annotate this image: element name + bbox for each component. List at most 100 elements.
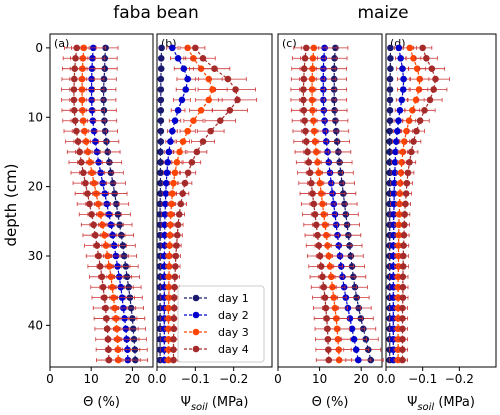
data-point <box>169 127 176 135</box>
series-day-4 <box>290 44 342 364</box>
data-point <box>92 231 99 239</box>
data-point <box>157 96 165 104</box>
data-point <box>386 138 393 145</box>
data-point <box>86 200 93 208</box>
data-point <box>162 190 170 197</box>
data-point <box>399 263 407 270</box>
data-point <box>157 86 165 93</box>
data-point <box>324 335 332 343</box>
data-point <box>402 190 410 197</box>
data-point <box>71 117 79 125</box>
data-point <box>390 252 397 260</box>
x-tick-label: 20 <box>125 372 140 386</box>
data-point <box>162 200 169 208</box>
data-point <box>300 96 307 104</box>
data-point <box>317 263 325 270</box>
data-point <box>192 44 199 52</box>
data-point <box>302 127 309 135</box>
data-point <box>99 283 107 291</box>
panel-frame <box>49 33 154 368</box>
data-point <box>160 273 168 281</box>
data-point <box>399 325 406 333</box>
x-tick-label: 10 <box>312 372 327 386</box>
data-point <box>399 252 407 260</box>
data-point <box>321 294 329 301</box>
data-point <box>184 169 192 177</box>
data-point <box>160 294 168 301</box>
data-point <box>306 169 314 177</box>
data-point <box>387 65 394 72</box>
data-point <box>390 273 397 281</box>
data-point <box>84 190 91 197</box>
data-point <box>71 107 78 114</box>
data-point <box>174 54 182 62</box>
data-point <box>193 148 201 156</box>
data-point <box>170 335 177 343</box>
legend-box <box>177 285 265 363</box>
data-point <box>211 65 218 72</box>
data-point <box>316 252 324 260</box>
data-point <box>160 263 168 270</box>
data-point <box>101 294 108 301</box>
data-point <box>98 273 106 281</box>
x-axis-label: Θ (%) <box>83 395 120 410</box>
data-point <box>169 190 176 197</box>
data-point <box>70 96 78 104</box>
data-point <box>310 200 318 208</box>
data-point <box>170 179 177 187</box>
data-point <box>188 159 196 166</box>
data-point <box>386 127 393 135</box>
data-point <box>387 44 394 52</box>
data-point <box>76 148 83 156</box>
data-point <box>421 107 428 114</box>
data-point <box>157 169 164 177</box>
data-point <box>302 138 310 145</box>
data-point <box>157 127 165 135</box>
data-point <box>174 107 182 114</box>
legend-marker <box>192 311 200 319</box>
data-point <box>71 75 78 83</box>
y-tick-label: 0 <box>35 41 43 55</box>
y-axis-label: depth (cm) <box>2 164 20 247</box>
data-point <box>301 54 309 62</box>
legend-label: day 1 <box>218 292 249 305</box>
data-point <box>165 148 173 156</box>
data-point <box>197 107 205 114</box>
data-point <box>161 242 168 249</box>
data-point <box>168 200 175 208</box>
data-point <box>73 44 81 52</box>
data-point <box>156 221 164 229</box>
data-point <box>392 148 399 156</box>
data-point <box>344 304 352 312</box>
data-point <box>80 169 87 177</box>
data-point <box>398 96 406 104</box>
data-point <box>400 75 407 83</box>
data-point <box>72 54 79 62</box>
legend-marker <box>192 345 200 353</box>
data-point <box>399 294 407 301</box>
data-point <box>166 242 173 249</box>
data-point <box>95 252 102 260</box>
data-point <box>174 221 182 229</box>
data-point <box>301 117 308 125</box>
x-tick-label: −0.2 <box>219 372 248 386</box>
data-point <box>170 356 177 364</box>
title-maize: maize <box>357 3 408 23</box>
x-axis-label-unit: (MPa) <box>208 395 249 410</box>
data-point <box>320 283 328 291</box>
data-point <box>302 44 310 52</box>
data-point <box>82 179 89 187</box>
data-point <box>74 138 82 145</box>
legend-label: day 3 <box>218 326 249 339</box>
data-point <box>419 44 426 52</box>
data-point <box>169 44 176 52</box>
panel-frame <box>385 33 497 368</box>
data-point <box>167 211 175 218</box>
series-day-3 <box>164 44 228 364</box>
data-point <box>101 65 109 72</box>
data-point <box>399 283 407 291</box>
data-point <box>176 148 183 156</box>
data-point <box>391 159 399 166</box>
data-point <box>399 86 407 93</box>
